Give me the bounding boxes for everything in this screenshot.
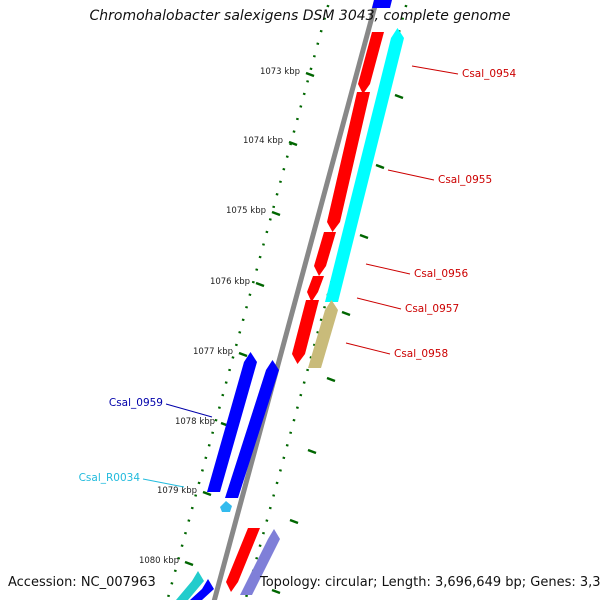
label-leader-line [365,263,411,275]
outer-tick-mark [326,376,336,383]
gene-reverse-light-arrow [240,529,280,595]
label-leaders [142,65,459,488]
outer-tick-mark [341,310,351,317]
gene-cyan-bottom-arrow [176,571,204,600]
outer-tick-mark [375,163,385,170]
gene-label: Csal_0955 [438,174,492,186]
gene-csal-0958-arrow [292,300,319,364]
gene-label: Csal_0959 [109,397,163,409]
gene-csal-0957-arrow [307,276,324,302]
label-leader-line [356,297,402,310]
operon-band-khaki [308,300,338,368]
outer-tick-mark [307,448,317,455]
tick-mark [255,281,265,288]
label-leader-line [142,478,185,488]
tick-label: 1077 kbp [193,347,233,357]
gene-label: Csal_R0034 [79,472,141,484]
gene-label: Csal_0957 [405,303,459,315]
tick-label: 1080 kbp [139,556,179,566]
gene-label: Csal_0954 [462,68,516,80]
tick-label: 1073 kbp [260,67,300,77]
gene-csal-0954-arrow [358,32,384,94]
tick-label: 1075 kbp [226,206,266,216]
map-title: Chromohalobacter salexigens DSM 3043, co… [89,8,511,24]
label-leader-line [345,342,391,355]
tick-mark [288,140,298,147]
backbone [210,0,380,604]
outer-tick-mark [271,588,281,595]
gene-reverse-second-arrow [225,360,279,498]
gene-label: Csal_0958 [394,348,448,360]
gene-forward-extra-arrow [226,528,260,592]
tick-label: 1079 kbp [157,486,197,496]
map-labels: Csal_0954 Csal_0955 Csal_0956 Csal_0957 Csal… [79,68,517,484]
gene-reverse-bottom-arrow [190,579,214,600]
gene-csal-0956-arrow [314,232,336,276]
label-leader-line [165,403,213,418]
tick-mark [271,210,281,217]
label-leader-line [387,169,435,181]
accession-text: Accession: NC_007963 [8,575,156,590]
tick-label: 1078 kbp [175,417,215,427]
tick-mark [184,560,194,567]
genome-summary-text: Topology: circular; Length: 3,696,649 bp… [260,575,600,590]
tick-label: 1076 kbp [210,277,250,287]
tick-mark [238,351,248,358]
gene-csal-0959-arrow [207,352,257,492]
tick-mark [305,71,315,78]
gene-features [176,0,404,600]
gene-csal-r0034-rna [220,501,232,512]
tick-mark [202,490,212,497]
outer-tick-mark [359,233,369,240]
outer-tick-mark [394,93,404,100]
label-leader-line [411,65,459,75]
operon-band-cyan [325,28,404,302]
tick-label: 1074 kbp [243,136,283,146]
gene-top-stub [372,0,392,8]
outer-tick-mark [289,518,299,525]
tick-marks: 1073 kbp 1074 kbp 1075 kbp 1076 kbp 1077 kbp… [139,67,404,595]
gene-csal-0955-arrow [327,92,370,232]
gene-label: Csal_0956 [414,268,468,280]
